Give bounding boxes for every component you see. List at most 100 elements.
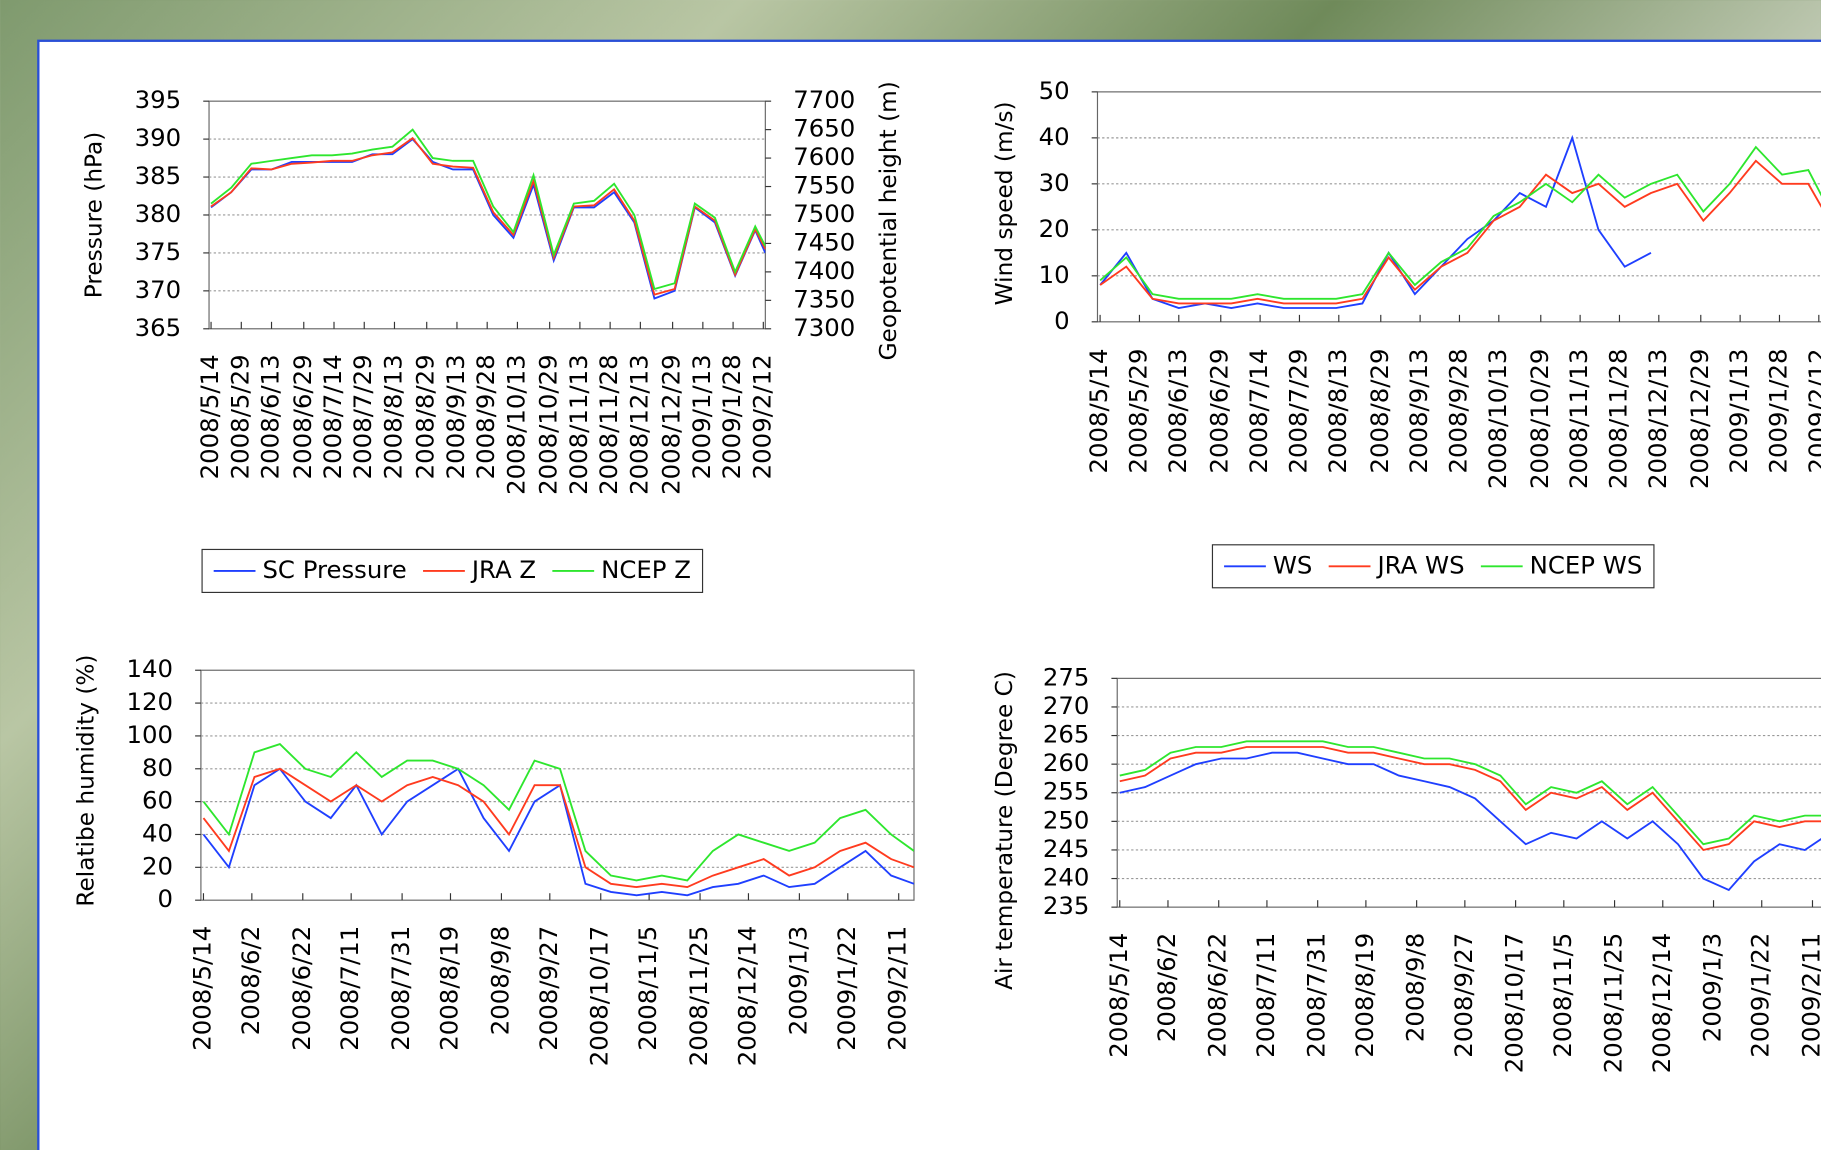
- x-tick-label: 2008/8/13: [1323, 349, 1352, 474]
- x-tick-label: 2009/1/13: [687, 354, 716, 479]
- x-tick-label: 2008/12/29: [1685, 349, 1714, 489]
- legend-label: NCEP WS: [1530, 550, 1643, 579]
- plot-area: [1097, 92, 1821, 322]
- x-tick-label: 2008/11/5: [1548, 933, 1577, 1058]
- y2-tick-label: 7600: [793, 142, 855, 171]
- legend-label: NCEP Z: [601, 555, 691, 584]
- x-tick-label: 2009/1/22: [1746, 933, 1775, 1058]
- figure: 3653703753803853903957300735074007450750…: [0, 0, 1821, 1150]
- x-tick-label: 2008/11/25: [684, 926, 713, 1067]
- x-tick-label: 2008/9/13: [1404, 349, 1433, 474]
- y-tick-label: 395: [135, 85, 182, 114]
- x-tick-label: 2008/7/31: [386, 926, 415, 1051]
- x-tick-label: 2008/11/13: [564, 354, 593, 495]
- y-tick-label: 265: [1043, 720, 1090, 749]
- x-tick-label: 2008/9/28: [471, 354, 500, 479]
- y2-tick-label: 7300: [793, 313, 855, 342]
- y-tick-label: 80: [142, 753, 173, 782]
- y2-tick-label: 7400: [793, 256, 855, 285]
- y2-tick-label: 7700: [793, 85, 855, 114]
- x-tick-label: 2009/1/3: [783, 926, 812, 1035]
- x-tick-label: 2009/2/12: [1803, 349, 1821, 474]
- x-tick-label: 2008/10/13: [1483, 349, 1512, 489]
- x-tick-label: 2008/5/29: [225, 354, 254, 479]
- x-tick-label: 2008/12/14: [1647, 933, 1676, 1074]
- x-tick-label: 2008/11/28: [1603, 349, 1632, 490]
- x-tick-label: 2008/5/14: [187, 926, 216, 1051]
- x-tick-label: 2008/12/13: [1643, 349, 1672, 489]
- y-axis-title: Wind speed (m/s): [991, 101, 1018, 305]
- y-tick-label: 10: [1039, 260, 1070, 289]
- x-tick-label: 2008/10/17: [1500, 933, 1529, 1073]
- x-tick-label: 2008/6/29: [288, 354, 317, 479]
- y-tick-label: 380: [135, 199, 182, 228]
- x-tick-label: 2008/11/5: [633, 926, 662, 1051]
- y2-tick-label: 7500: [793, 199, 855, 228]
- legend-label: JRA Z: [470, 555, 536, 584]
- x-tick-label: 2009/1/3: [1698, 933, 1727, 1042]
- x-tick-label: 2008/9/28: [1443, 349, 1472, 474]
- x-tick-label: 2008/7/29: [1283, 349, 1312, 474]
- x-tick-label: 2009/2/12: [747, 354, 776, 479]
- x-tick-label: 2009/1/22: [832, 926, 861, 1051]
- y-tick-label: 50: [1039, 76, 1070, 105]
- x-tick-label: 2008/7/14: [318, 354, 347, 479]
- y-axis-title: Relatibe humidity (%): [73, 655, 100, 907]
- y-axis-title: Pressure (hPa): [81, 132, 108, 299]
- x-tick-label: 2008/6/22: [287, 926, 316, 1051]
- legend-label: WS: [1273, 550, 1313, 579]
- y-tick-label: 250: [1043, 805, 1090, 834]
- x-tick-label: 2008/7/11: [1251, 933, 1280, 1058]
- y-axis-title: Air temperature (Degree C): [991, 671, 1018, 990]
- x-tick-label: 2008/10/29: [534, 354, 563, 495]
- y2-tick-label: 7650: [793, 114, 855, 143]
- y-tick-label: 235: [1043, 891, 1090, 920]
- x-tick-label: 2008/9/8: [485, 926, 514, 1035]
- x-tick-label: 2008/5/29: [1123, 349, 1152, 474]
- x-tick-label: 2008/6/13: [1163, 349, 1192, 474]
- y-tick-label: 40: [1039, 122, 1070, 151]
- x-tick-label: 2008/7/29: [348, 354, 377, 479]
- y2-tick-label: 7550: [793, 171, 855, 200]
- x-tick-label: 2008/7/31: [1302, 933, 1331, 1058]
- x-tick-label: 2008/6/2: [1152, 933, 1181, 1042]
- plot-area: [1117, 678, 1821, 907]
- x-tick-label: 2009/1/28: [717, 354, 746, 479]
- x-tick-label: 2009/1/13: [1724, 349, 1753, 474]
- y-tick-label: 40: [142, 818, 173, 847]
- x-tick-label: 2009/2/11: [883, 926, 912, 1051]
- y-tick-label: 245: [1043, 834, 1090, 863]
- x-tick-label: 2008/11/13: [1564, 349, 1593, 490]
- x-tick-label: 2008/9/27: [1449, 933, 1478, 1058]
- x-tick-label: 2008/11/25: [1599, 933, 1628, 1074]
- y2-axis-title: Geopotential height (m): [875, 81, 902, 360]
- y-tick-label: 260: [1043, 748, 1090, 777]
- x-tick-label: 2008/8/19: [434, 926, 463, 1051]
- y-tick-label: 270: [1043, 691, 1090, 720]
- y-tick-label: 20: [142, 851, 173, 880]
- x-tick-label: 2008/5/14: [1084, 349, 1113, 474]
- y2-tick-label: 7450: [793, 227, 855, 256]
- x-tick-label: 2008/8/29: [411, 354, 440, 479]
- y-tick-label: 120: [127, 687, 174, 716]
- x-tick-label: 2008/5/14: [1104, 933, 1133, 1058]
- y-tick-label: 240: [1043, 863, 1090, 892]
- page: {"chart_data":[ {"type":"line","ylabel":…: [0, 0, 1821, 1150]
- x-tick-label: 2008/7/14: [1244, 349, 1273, 474]
- y-tick-label: 275: [1043, 662, 1090, 691]
- x-tick-label: 2008/10/13: [501, 354, 530, 495]
- y-tick-label: 0: [1054, 306, 1070, 335]
- x-tick-label: 2008/9/8: [1401, 933, 1430, 1042]
- plot-area: [209, 101, 765, 329]
- y-tick-label: 60: [142, 786, 173, 815]
- y-tick-label: 375: [135, 237, 182, 266]
- x-tick-label: 2008/6/22: [1203, 933, 1232, 1058]
- x-tick-label: 2008/9/13: [441, 354, 470, 479]
- x-tick-label: 2008/8/13: [378, 354, 407, 479]
- y-tick-label: 390: [135, 123, 182, 152]
- y-tick-label: 20: [1039, 214, 1070, 243]
- x-tick-label: 2008/5/14: [195, 354, 224, 479]
- x-tick-label: 2008/10/17: [585, 926, 614, 1067]
- x-tick-label: 2008/6/2: [236, 926, 265, 1035]
- y-tick-label: 30: [1039, 168, 1070, 197]
